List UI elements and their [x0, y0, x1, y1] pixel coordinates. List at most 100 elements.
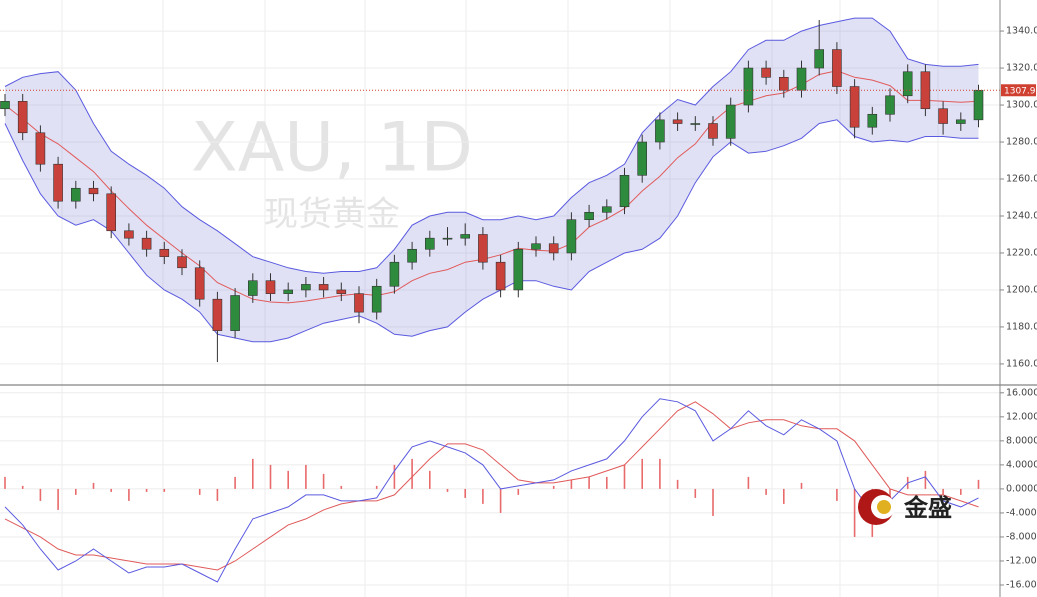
signal-line	[4, 401, 979, 571]
watermark: XAU, 1D	[191, 109, 473, 188]
histogram-bar	[393, 464, 396, 489]
candle-body	[478, 234, 488, 263]
histogram-bar	[322, 473, 325, 489]
histogram-bar	[853, 488, 856, 537]
histogram-bar	[924, 470, 927, 489]
y-tick-label: 0.0000	[1006, 483, 1037, 494]
candle-body	[230, 295, 240, 331]
histogram-bar	[977, 479, 980, 489]
candle-body	[141, 237, 152, 250]
histogram-bar	[305, 464, 307, 489]
histogram-bar	[375, 485, 378, 489]
histogram-bar	[570, 479, 573, 489]
candle-body	[35, 132, 46, 165]
candle-body	[743, 67, 754, 106]
histogram-bar	[145, 488, 148, 492]
candle-body	[106, 193, 116, 232]
histogram-bar	[163, 488, 166, 492]
candle-body	[778, 76, 789, 91]
y-tick-label: -16.0000	[1006, 579, 1037, 590]
candle-body	[601, 206, 612, 213]
band-lower	[4, 119, 979, 343]
candle-body	[371, 285, 382, 313]
histogram-bar	[92, 482, 95, 489]
y-tick-label: -8.0000	[1006, 531, 1037, 542]
candle-body	[672, 119, 683, 124]
histogram-bar	[287, 470, 289, 489]
vertical-grid	[61, 0, 939, 597]
y-tick-label: 1240.00	[1006, 210, 1037, 221]
candle-body	[88, 187, 99, 195]
candle-body	[725, 104, 736, 139]
candle-body	[849, 86, 860, 128]
candle-body	[177, 256, 187, 269]
y-tick-label: 1200.00	[1006, 284, 1037, 295]
histogram-bar	[889, 488, 891, 501]
histogram-bar	[623, 464, 626, 489]
logo: 金盛	[858, 489, 952, 525]
last-price-label: 1307.99	[1004, 86, 1037, 96]
candle-body	[212, 298, 223, 331]
candle-body	[460, 234, 471, 239]
histogram-bar	[800, 482, 803, 489]
histogram-bar	[588, 476, 590, 489]
candle-body	[548, 243, 559, 254]
histogram-bar	[39, 488, 42, 501]
candle-body	[761, 67, 771, 78]
y-tick-label: 1260.00	[1006, 174, 1037, 185]
histogram-bar	[464, 488, 466, 498]
candle-body	[301, 284, 311, 291]
watermark-subtitle: 现货黄金	[264, 195, 400, 235]
y-tick-label: 1300.00	[1006, 100, 1037, 111]
y-tick-label: -12.0000	[1006, 555, 1037, 566]
candle-body	[336, 289, 347, 294]
histogram-bar	[234, 476, 236, 489]
band-upper	[4, 17, 979, 274]
candle-body	[690, 123, 701, 125]
histogram-bar	[57, 488, 59, 510]
candle-body	[389, 261, 400, 287]
histogram-bar	[128, 488, 130, 501]
histogram-bar	[340, 485, 343, 489]
candle-body	[495, 261, 506, 291]
histogram-bar	[712, 488, 714, 516]
histogram-bar	[942, 488, 944, 495]
histogram-bar	[446, 488, 449, 492]
histogram-bar	[252, 458, 254, 489]
macd-line	[4, 398, 979, 583]
histogram-bar	[836, 488, 838, 501]
y-tick-label: 1280.00	[1006, 137, 1037, 148]
band-fill	[5, 18, 979, 342]
candle-body	[248, 280, 258, 296]
candle-body	[424, 237, 435, 250]
histogram-bar	[4, 476, 6, 489]
candle-body	[938, 108, 948, 124]
histogram-bar	[482, 488, 484, 504]
candle-body	[283, 289, 294, 294]
candle-body	[354, 293, 364, 313]
candle-body	[655, 119, 665, 143]
candle-body	[318, 284, 329, 291]
candle-body	[71, 187, 81, 202]
histogram-bar	[606, 476, 608, 489]
histogram-bar	[783, 488, 785, 504]
candle-body	[619, 175, 630, 208]
histogram-bar	[676, 479, 679, 489]
histogram-bar	[429, 470, 431, 489]
y-tick-label: 16.0000	[1006, 387, 1037, 398]
y-tick-label: 1180.00	[1006, 321, 1037, 332]
candle-body	[902, 71, 913, 97]
candle-body	[796, 67, 807, 91]
candle-body	[407, 248, 417, 263]
y-tick-label: 8.0000	[1006, 435, 1037, 446]
histogram-bar	[269, 464, 272, 489]
candle-body	[442, 237, 453, 240]
histogram-bar	[960, 488, 962, 495]
macd-panel: 16.0000 12.0000 8.0000 4.0000 0.0000 -4.0000 -…	[0, 387, 1037, 590]
histogram-bar	[75, 488, 77, 495]
logo-icon-dot	[877, 500, 891, 514]
last-price-box	[1001, 84, 1036, 97]
band-middle	[4, 70, 979, 304]
price-panel: 1160.00 1180.00 1200.00 1220.00 1240.00 1260.…	[0, 17, 1037, 369]
